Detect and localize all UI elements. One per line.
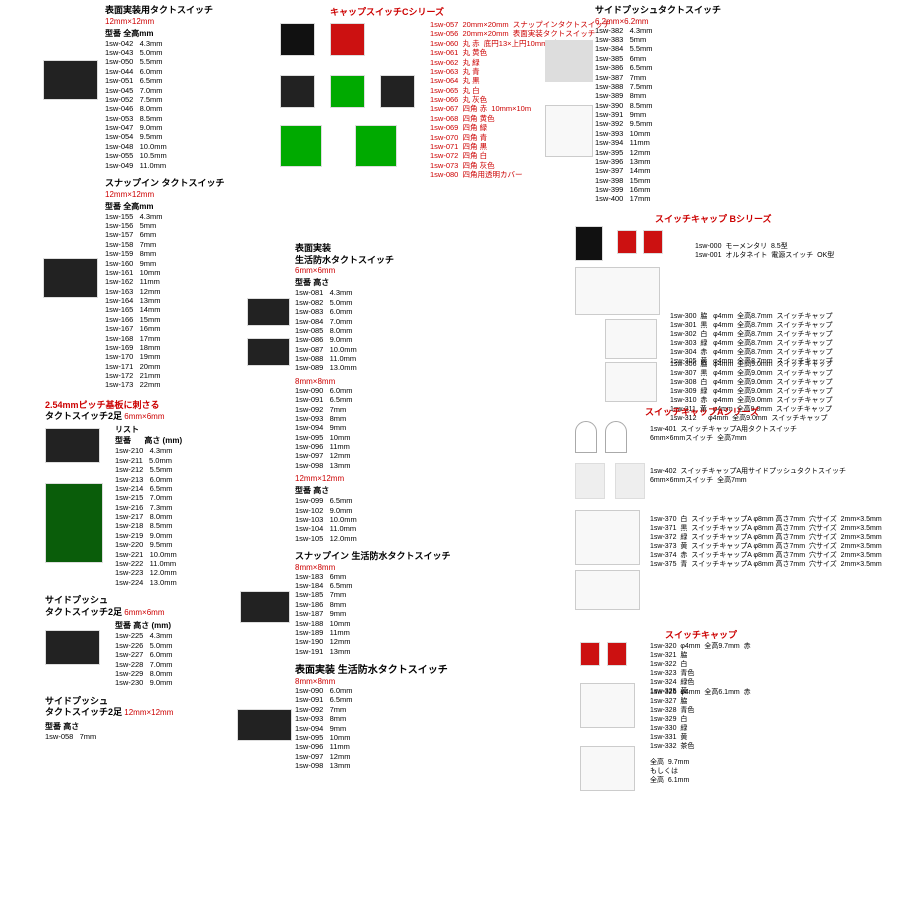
title: 表面実装 生活防水タクトスイッチ xyxy=(295,243,575,266)
size: 6mm×6mm xyxy=(124,608,164,617)
table-rows: 1sw-210 4.3mm1sw-211 5.0mm1sw-212 5.5mm1… xyxy=(115,446,285,587)
title: 表面実装 生活防水タクトスイッチ xyxy=(295,664,575,677)
table-rows: 1sw-382 4.3mm1sw-383 5mm1sw-384 5.5mm1sw… xyxy=(595,26,895,204)
title: サイドプッシュ タクトスイッチ2足 xyxy=(45,696,122,718)
section-cap-plain: スイッチキャップ 1sw-320 φ4mm 全高9.7mm 赤1sw-321 脇… xyxy=(595,628,895,808)
diagram-image xyxy=(575,267,660,315)
cap-image xyxy=(580,642,600,666)
switch-image xyxy=(280,75,315,108)
diagram-image xyxy=(605,362,657,402)
note: 1sw-401 スイッチキャップA用タクトスイッチ 6mm×6mmスイッチ 全高… xyxy=(650,425,797,443)
switch-image xyxy=(330,75,365,108)
note-list: 1sw-000 モーメンタリ 8.5型1sw-001 オルタネイト 電源スイッチ… xyxy=(695,242,834,260)
table-header: 型番 全高mm xyxy=(105,201,285,212)
size: 8mm×8mm xyxy=(295,377,575,386)
diagram-image xyxy=(605,319,657,359)
pcb-image xyxy=(45,483,103,563)
title: サイドプッシュタクトスイッチ xyxy=(595,5,895,17)
product-image xyxy=(247,298,290,326)
section-cap-c: キャップスイッチCシリーズ 1sw-057 20mm×20mm スナップインタク… xyxy=(295,5,575,235)
cap-image xyxy=(605,421,627,453)
title: スイッチキャップAシリーズ xyxy=(645,405,895,418)
product-image xyxy=(45,428,100,463)
section-sidepush-62: サイドプッシュタクトスイッチ 6.2mm×6.2mm 1sw-382 4.3mm… xyxy=(595,5,895,204)
switch-image xyxy=(280,23,315,56)
size: 8mm×8mm xyxy=(295,563,575,572)
switch-image xyxy=(280,125,322,167)
title: スイッチキャップ xyxy=(665,628,895,641)
table-header: 型番 全高mm xyxy=(105,28,285,39)
product-image xyxy=(240,591,290,623)
diagram-image xyxy=(545,105,593,157)
table-rows: 1sw-099 6.5mm1sw-102 9.0mm1sw-103 10.0mm… xyxy=(295,496,575,543)
diagram-image xyxy=(580,746,635,791)
title: スイッチキャップ Bシリーズ xyxy=(655,212,895,225)
product-image xyxy=(237,709,292,741)
table-header: リスト 型番 高さ (mm) xyxy=(115,424,285,446)
size: 6mm×6mm xyxy=(295,266,575,275)
title: スナップイン タクトスイッチ xyxy=(105,178,285,190)
size: 8mm×8mm xyxy=(295,677,575,686)
table-rows: 1sw-042 4.3mm1sw-043 5.0mm1sw-050 5.5mm1… xyxy=(105,39,285,170)
section-waterproof-surface: 表面実装 生活防水タクトスイッチ 6mm×6mm 型番 高さ 1sw-081 4… xyxy=(295,243,575,543)
table-rows: 1sw-081 4.3mm1sw-082 5.0mm1sw-083 6.0mm1… xyxy=(295,288,575,372)
section-cap-a: スイッチキャップAシリーズ 1sw-401 スイッチキャップA用タクトスイッチ … xyxy=(595,405,895,620)
table-rows: 1sw-090 6.0mm1sw-091 6.5mm1sw-092 7mm1sw… xyxy=(295,386,575,470)
note-list: 1sw-300 脇 φ4mm 全高8.7mm スイッチキャップ1sw-301 黒… xyxy=(670,312,832,367)
note: 全高 9.7mm もしくは 全高 6.1mm xyxy=(650,758,689,785)
table-rows: 1sw-090 6.0mm1sw-091 6.5mm1sw-092 7mm1sw… xyxy=(295,686,575,770)
product-image xyxy=(43,60,98,100)
switch-image xyxy=(355,125,397,167)
table-rows: 1sw-225 4.3mm1sw-226 5.0mm1sw-227 6.0mm1… xyxy=(115,631,285,687)
size: 6.2mm×6.2mm xyxy=(595,17,895,26)
product-image xyxy=(247,338,290,366)
switch-image xyxy=(575,226,603,261)
product-image xyxy=(43,258,98,298)
product-image xyxy=(45,630,100,665)
table-header: 型番 高さ xyxy=(295,277,575,288)
cap-image xyxy=(607,642,627,666)
title: サイドプッシュ タクトスイッチ2足 xyxy=(45,595,122,617)
section-surface-mount-12: 表面実装用タクトスイッチ 12mm×12mm 型番 全高mm 1sw-042 4… xyxy=(105,5,285,170)
section-surface-waterproof-8: 表面実装 生活防水タクトスイッチ 8mm×8mm 1sw-090 6.0mm1s… xyxy=(295,664,575,770)
title: 2.54mmピッチ基板に刺さる xyxy=(45,398,285,411)
note-list: 1sw-370 白 スイッチキャップA φ8mm 高さ7mm 穴サイズ 2mm×… xyxy=(650,515,882,570)
section-254pitch: 2.54mmピッチ基板に刺さる タクトスイッチ2足 6mm×6mm リスト 型番… xyxy=(45,398,285,587)
note-list: 1sw-326 φ4mm 全高6.1mm 赤1sw-327 脇1sw-328 青… xyxy=(650,688,751,752)
size: 12mm×12mm xyxy=(105,190,285,199)
switch-image xyxy=(330,23,365,56)
section-cap-b: スイッチキャップ Bシリーズ 1sw-000 モーメンタリ 8.5型1sw-00… xyxy=(595,212,895,397)
diagram-image xyxy=(575,570,640,610)
cap-image xyxy=(575,421,597,453)
title: 表面実装用タクトスイッチ xyxy=(105,5,285,17)
size: 12mm×12mm xyxy=(124,708,173,717)
diagram-image xyxy=(580,683,635,728)
size: 12mm×12mm xyxy=(105,17,285,26)
table-header: 型番 高さ xyxy=(295,485,575,496)
title2: タクトスイッチ2足 xyxy=(45,411,122,421)
switch-image xyxy=(575,463,605,499)
cap-image xyxy=(617,230,637,254)
title: スナップイン 生活防水タクトスイッチ xyxy=(295,551,575,563)
table-rows: 1sw-183 6mm1sw-184 6.5mm1sw-185 7mm1sw-1… xyxy=(295,572,575,656)
title: キャップスイッチCシリーズ xyxy=(330,5,575,18)
note: 1sw-402 スイッチキャップA用サイドプッシュタクトスイッチ 6mm×6mm… xyxy=(650,467,846,485)
section-snapin-waterproof: スナップイン 生活防水タクトスイッチ 8mm×8mm 1sw-183 6mm1s… xyxy=(295,551,575,656)
diagram-image xyxy=(575,510,640,565)
switch-image xyxy=(615,463,645,499)
switch-image xyxy=(380,75,415,108)
size: 12mm×12mm xyxy=(295,474,575,483)
size: 6mm×6mm xyxy=(124,412,164,421)
cap-image xyxy=(643,230,663,254)
product-image xyxy=(545,40,593,82)
